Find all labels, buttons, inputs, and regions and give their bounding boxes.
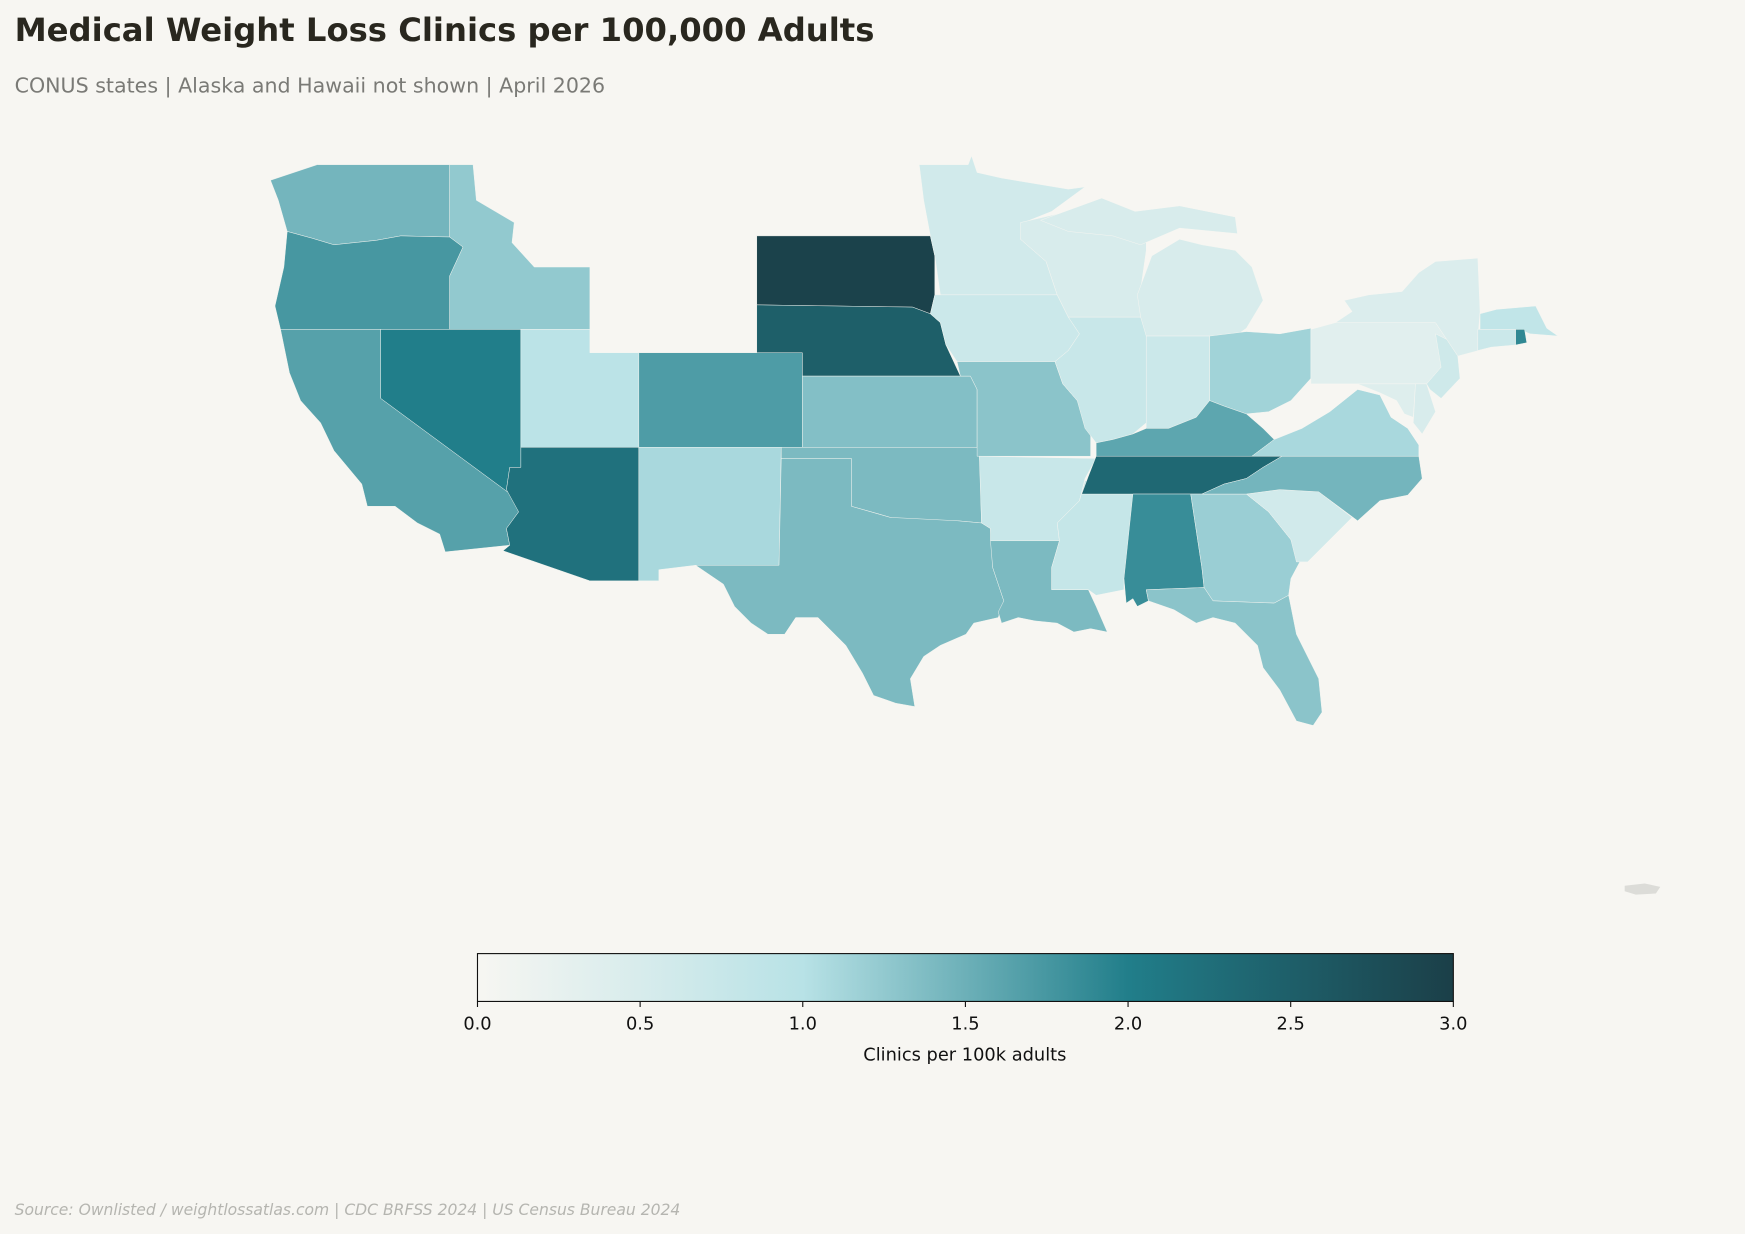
state-ut xyxy=(520,329,640,448)
state-ri xyxy=(1515,329,1528,346)
states-layer xyxy=(270,155,1559,726)
state-wa xyxy=(270,164,450,246)
state-mn xyxy=(918,155,1086,296)
state-oh xyxy=(1209,327,1312,415)
colorbar-label: Clinics per 100k adults xyxy=(863,1044,1066,1065)
colorbar-tick-label: 1.5 xyxy=(951,1013,979,1034)
state-fl xyxy=(1145,587,1323,726)
state-or xyxy=(274,231,464,330)
colorbar-tick-label: 0.0 xyxy=(463,1013,491,1034)
colorbar-tick-label: 2.5 xyxy=(1277,1013,1305,1034)
state-ks xyxy=(802,375,978,448)
state-az xyxy=(502,447,640,582)
state-mi xyxy=(1137,238,1264,337)
state-ct xyxy=(1477,329,1516,351)
map-subtitle: CONUS states | Alaska and Hawaii not sho… xyxy=(15,73,606,98)
colorbar-tick-label: 2.0 xyxy=(1114,1013,1142,1034)
state-ia xyxy=(930,294,1080,362)
map-title: Medical Weight Loss Clinics per 100,000 … xyxy=(15,11,875,49)
colorbar-tick-label: 3.0 xyxy=(1439,1013,1467,1034)
state-nj xyxy=(1426,333,1461,399)
state-nc xyxy=(1201,455,1423,522)
colorbar xyxy=(476,953,1454,1002)
colorbar-tick-label: 1.0 xyxy=(789,1013,817,1034)
source-note: Source: Ownlisted / weightlossatlas.com … xyxy=(15,1201,681,1219)
state-mi xyxy=(1039,197,1238,246)
territory-no-data xyxy=(1624,883,1661,895)
state-ne xyxy=(756,304,961,377)
state-co xyxy=(638,352,803,448)
colorbar-tick-label: 0.5 xyxy=(626,1013,654,1034)
state-sd xyxy=(756,235,936,315)
state-pa xyxy=(1310,322,1447,385)
state-va xyxy=(1251,389,1420,457)
state-de xyxy=(1413,383,1436,435)
state-id xyxy=(449,164,591,330)
colorbar-ticks: 0.0 0.5 1.0 1.5 2.0 2.5 3.0 xyxy=(463,1001,1467,1034)
state-nm xyxy=(638,447,782,582)
